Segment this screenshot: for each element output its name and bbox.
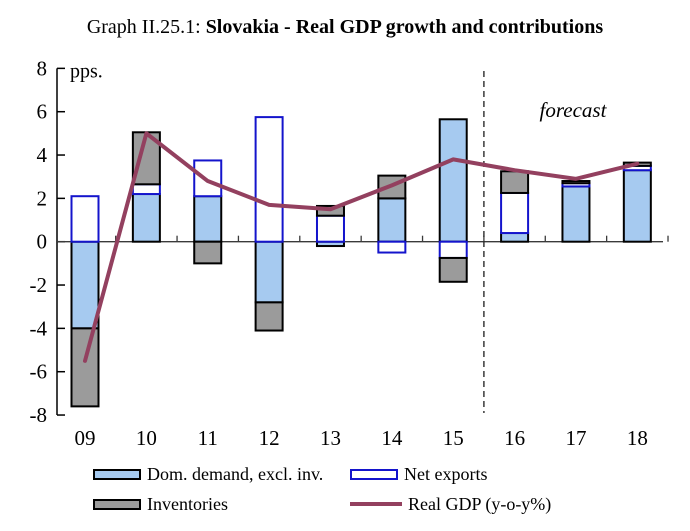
bar-segment (193, 240, 223, 265)
x-category-label: 09 (75, 426, 96, 450)
x-category-label: 18 (627, 426, 648, 450)
bar-segment (193, 195, 223, 243)
bar-segment (438, 240, 468, 259)
bar-segment (561, 180, 591, 185)
bar-segment (131, 193, 161, 243)
x-category-label: 13 (320, 426, 341, 450)
legend-label-net-exports: Net exports (404, 463, 488, 484)
y-tick-label: -4 (30, 316, 48, 340)
real-gdp-line-swatch-icon (350, 502, 402, 506)
bar-segment (500, 170, 530, 194)
y-axis-unit-label: pps. (70, 60, 103, 82)
x-category-label: 14 (381, 426, 403, 450)
bar-segment (500, 232, 530, 243)
y-tick-label: 4 (37, 143, 48, 167)
bar-segment (131, 183, 161, 196)
y-tick-label: -6 (30, 360, 48, 384)
bar-segment (254, 116, 284, 243)
chart-title: Graph II.25.1: Slovakia - Real GDP growt… (0, 16, 690, 39)
chart-title-text: Slovakia - Real GDP growth and contribut… (205, 16, 604, 38)
legend-label-dom-demand: Dom. demand, excl. inv. (147, 463, 324, 484)
legend-label-inventories: Inventories (147, 493, 228, 514)
real-gdp-line (83, 131, 640, 363)
x-category-label: 12 (259, 426, 280, 450)
x-category-label: 15 (443, 426, 464, 450)
y-tick-label: 8 (37, 56, 48, 80)
bar-segment (254, 240, 284, 304)
x-category-label: 11 (198, 426, 218, 450)
bar-segment (193, 159, 223, 198)
bar-segment (70, 195, 100, 243)
bar-segment (70, 327, 100, 408)
bar-segment (622, 169, 652, 243)
chart-title-number: Graph II.25.1: (86, 16, 206, 38)
x-category-label: 16 (504, 426, 525, 450)
legend-item-net-exports: Net exports (350, 464, 487, 484)
dom-demand-swatch-icon (93, 468, 141, 480)
y-tick-label: 0 (37, 230, 48, 254)
bar-segment (377, 197, 407, 243)
bar-segment (438, 256, 468, 283)
legend-item-inventories: Inventories (93, 494, 228, 514)
bar-segment (438, 118, 468, 243)
legend-item-real-gdp: Real GDP (y-o-y%) (350, 494, 551, 514)
x-category-label: 10 (136, 426, 157, 450)
legend-label-real-gdp: Real GDP (y-o-y%) (408, 493, 552, 514)
bar-segment (315, 214, 345, 243)
net-exports-swatch-icon (350, 468, 398, 480)
inventories-swatch-icon (93, 498, 141, 510)
gdp-contributions-chart: -8 -6 -4 -2 0 2 4 6 8 pps. forecast 09 10 11 12 13 14 15 1… (30, 56, 669, 450)
y-tick-label: -8 (30, 403, 48, 427)
bar-segment (254, 301, 284, 332)
y-tick-label: -2 (30, 273, 48, 297)
bar-segment (500, 191, 530, 235)
forecast-label: forecast (540, 98, 608, 122)
legend-item-dom-demand: Dom. demand, excl. inv. (93, 464, 323, 484)
y-tick-label: 6 (37, 100, 48, 124)
x-category-label: 17 (565, 426, 586, 450)
bar-segment (561, 185, 591, 243)
bar-segment (70, 240, 100, 330)
bar-segment (377, 240, 407, 254)
y-tick-label: 2 (37, 186, 48, 210)
